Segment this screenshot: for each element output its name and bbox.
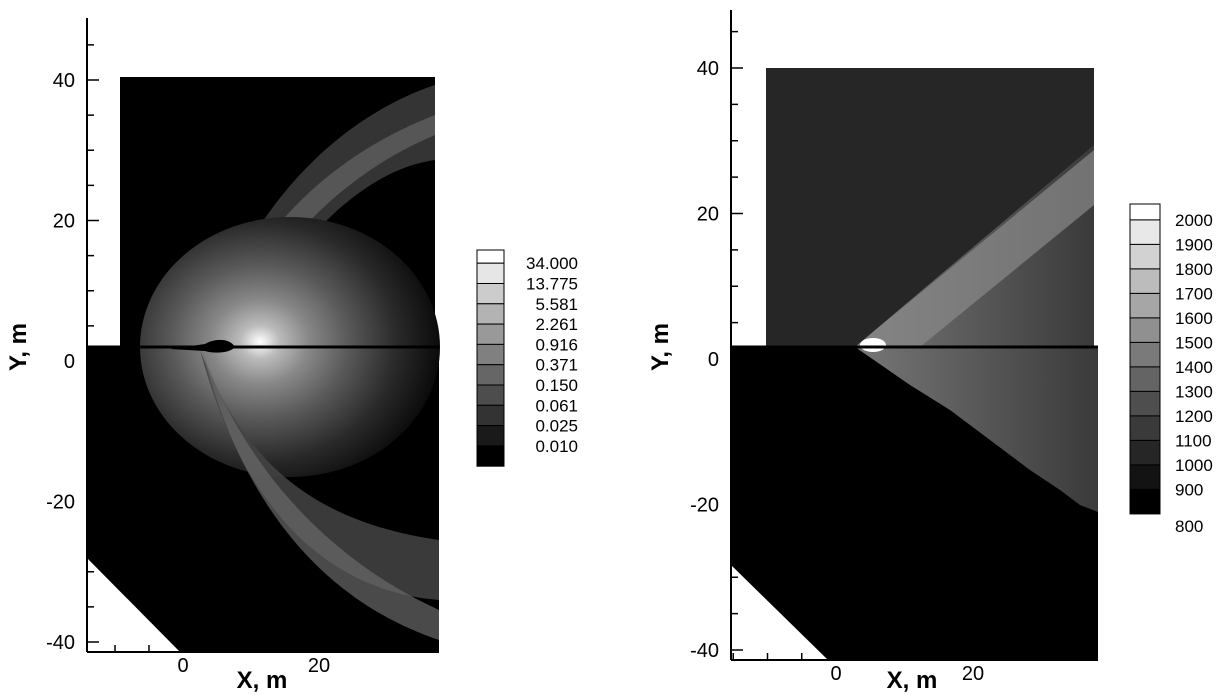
right-legend-label: 800 [1175,517,1203,536]
left-y-tick-label: -20 [46,492,75,514]
right-y-tick-label: 40 [697,58,719,80]
right-legend-swatch [1129,219,1161,245]
left-legend-label: 5.581 [535,295,578,314]
right-legend: 2000 1900 1800 1700 1600 1500 1400 1300 1200 1100… [1129,203,1213,536]
right-x-tick-label: 0 [830,663,841,685]
right-legend-swatch [1129,268,1161,294]
left-legend-swatch [476,323,505,345]
left-legend-swatch [476,364,505,386]
right-legend-label: 1200 [1175,407,1213,426]
right-legend-swatch [1129,390,1161,417]
left-y-axis-title: Y, m [5,323,32,371]
left-legend-swatch [476,343,505,366]
right-legend-label: 1600 [1175,309,1213,328]
left-blanked-region [87,558,180,652]
left-contour-field [87,77,440,652]
right-legend-swatch [1129,439,1161,466]
left-legend-label: 0.061 [535,396,578,415]
right-legend-swatch [1129,341,1161,368]
left-lower-lobe-inner [202,350,439,640]
right-legend-swatch [1129,203,1161,221]
left-x-tick-label: 0 [177,655,188,677]
left-legend-swatch [476,445,505,467]
right-upper-shock-band [855,150,1094,347]
left-legend-swatch [476,404,505,427]
right-legend-label: 1400 [1175,358,1213,377]
right-blanked-region [731,565,828,660]
right-legend-label: 1300 [1175,382,1213,401]
right-x-tick-label: 20 [962,663,984,685]
right-legend-label: 1500 [1175,333,1213,352]
left-legend-swatch [476,249,505,264]
right-upper-shock-fan [855,145,1094,347]
left-y-tick-label: 20 [53,211,75,233]
right-legend-swatch [1129,366,1161,392]
left-y-tick-label: -40 [46,632,75,654]
left-x-tick-label: 20 [308,655,330,677]
right-axes: 40 20 0 -20 -40 0 20 X, m Y, m [647,10,1098,694]
left-legend-label: 0.010 [535,437,578,456]
left-legend-swatch [476,303,505,325]
right-legend-swatch [1129,292,1161,319]
left-legend-label: 13.775 [526,274,578,293]
right-y-tick-label: 0 [708,349,719,371]
left-legend: 34.00013.7755.5812.2610.9160.3710.1500.0… [476,249,578,467]
right-legend-swatch [1129,415,1161,441]
left-y-tick-label: 40 [53,70,75,92]
right-y-tick-label: -20 [690,495,719,517]
left-legend-label: 0.916 [535,335,578,354]
right-legend-label: 900 [1175,480,1203,499]
left-legend-label: 0.371 [535,356,578,375]
left-x-axis-title: X, m [237,667,288,694]
right-legend-label: 1000 [1175,456,1213,475]
right-legend-label: 1900 [1175,235,1213,254]
right-y-tick-label: -40 [690,640,719,662]
left-lower-lobe [200,350,439,600]
left-legend-label: 0.025 [535,417,578,436]
left-y-tick-label: 0 [64,351,75,373]
left-legend-swatch [476,282,505,305]
left-axes: 40 20 0 -20 -40 0 20 X, m Y, m [5,18,439,694]
right-legend-label: 1800 [1175,260,1213,279]
right-legend-label: 1100 [1175,431,1212,450]
left-legend-swatch [476,384,505,406]
right-lower-shock-fan [855,347,1098,512]
right-x-axis-title: X, m [887,667,938,694]
right-panel: 40 20 0 -20 -40 0 20 X, m Y, m 2000 1900 1800 1700 1… [647,10,1213,694]
left-legend-swatch [476,262,505,284]
right-legend-swatch [1129,317,1161,343]
right-legend-swatch [1129,488,1161,515]
right-y-axis-title: Y, m [647,323,674,371]
right-legend-label: 1700 [1175,284,1213,303]
left-legend-label: 2.261 [535,315,578,334]
left-legend-swatch [476,425,505,447]
left-legend-label: 34.000 [526,254,578,273]
right-legend-label: 2000 [1175,211,1213,230]
right-contour-field [731,68,1098,660]
right-y-tick-label: 20 [697,204,719,226]
right-body [860,338,886,352]
right-legend-swatch [1129,243,1161,270]
right-legend-swatch [1129,464,1161,490]
left-legend-label: 0.150 [535,376,578,395]
